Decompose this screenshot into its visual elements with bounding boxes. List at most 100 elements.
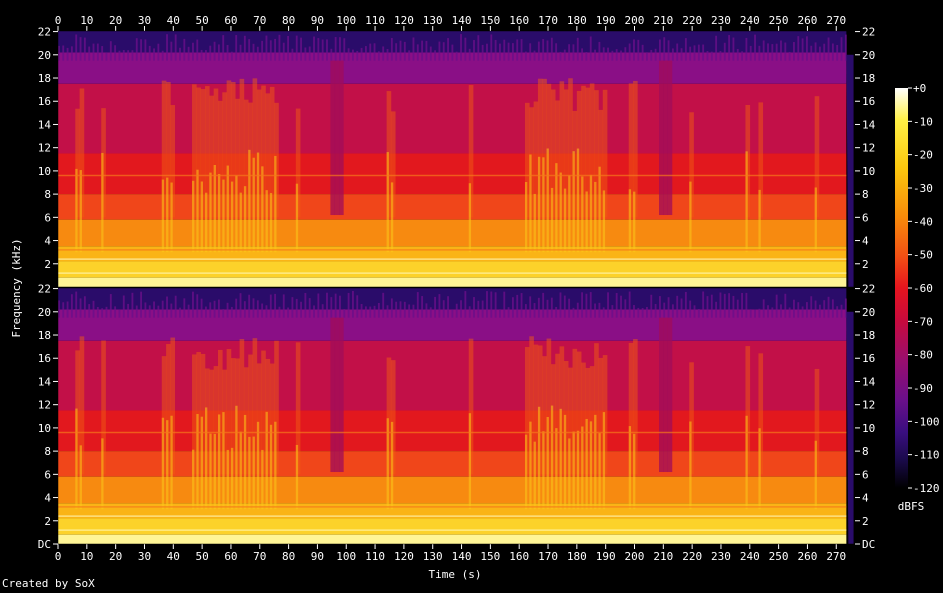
- hf-flicker: [226, 302, 229, 318]
- hf-flicker: [546, 299, 549, 318]
- energy-column-core: [581, 426, 584, 510]
- hf-flicker: [166, 34, 168, 61]
- hf-flicker: [153, 48, 155, 61]
- energy-column-core: [226, 165, 229, 253]
- hf-flicker: [810, 45, 813, 61]
- energy-column: [576, 90, 582, 218]
- hf-flicker: [641, 44, 644, 61]
- hf-flicker: [628, 43, 631, 61]
- hf-flicker: [179, 47, 181, 61]
- energy-column-core: [217, 173, 221, 253]
- bottom-x-tick-label: 150: [480, 550, 500, 563]
- energy-column-core: [572, 431, 575, 510]
- hf-flicker: [62, 302, 65, 318]
- top-x-tick-label: 200: [625, 14, 645, 27]
- hf-flicker: [732, 37, 735, 61]
- hf-flicker: [524, 51, 527, 61]
- hf-flicker: [684, 38, 687, 61]
- energy-column-core: [75, 408, 78, 510]
- hf-flicker: [83, 296, 86, 318]
- colorbar-tick-label: -100: [913, 415, 940, 428]
- x-axis-label: Time (s): [429, 568, 482, 581]
- energy-column: [213, 366, 219, 475]
- hf-flicker: [127, 50, 130, 61]
- energy-column-core: [101, 438, 104, 510]
- hf-flicker: [334, 293, 337, 318]
- energy-column-core: [589, 421, 593, 510]
- hf-flicker: [741, 51, 743, 61]
- energy-column-core: [555, 428, 558, 510]
- hf-flicker: [83, 37, 86, 61]
- hf-flicker: [745, 292, 748, 318]
- hf-flicker: [827, 296, 830, 318]
- quiet-column: [334, 317, 340, 473]
- hf-flicker: [256, 300, 259, 318]
- hf-flicker: [386, 305, 389, 318]
- y-tick-label-right: 18: [862, 329, 875, 342]
- energy-column: [239, 339, 245, 475]
- hf-flicker: [144, 39, 147, 61]
- quiet-column: [658, 317, 664, 473]
- hf-flicker: [460, 300, 462, 318]
- energy-column: [226, 80, 232, 218]
- hf-flicker: [308, 46, 311, 61]
- quiet-column: [667, 60, 673, 216]
- hf-flicker: [105, 306, 108, 318]
- hf-flicker: [377, 302, 380, 318]
- energy-column-core: [230, 447, 234, 510]
- energy-column: [542, 356, 547, 475]
- hf-flicker: [390, 37, 393, 61]
- credit-text: Created by SoX: [2, 577, 95, 590]
- energy-column-core: [252, 436, 255, 510]
- hf-flicker: [395, 43, 398, 61]
- hf-flicker: [620, 295, 622, 318]
- channel-frame: [57, 287, 856, 545]
- hf-flicker: [109, 41, 112, 61]
- hf-flicker: [499, 43, 501, 61]
- hf-flicker: [304, 292, 307, 318]
- energy-column: [196, 352, 201, 475]
- hf-flicker: [330, 48, 333, 61]
- hf-flicker: [395, 301, 398, 318]
- hf-flicker: [70, 294, 73, 318]
- energy-column-core: [196, 413, 199, 510]
- bottom-x-tick-label: 230: [711, 550, 731, 563]
- hf-flicker: [295, 35, 298, 61]
- hf-flicker: [654, 48, 657, 61]
- y-tick-label-left: 6: [44, 211, 51, 224]
- hf-flicker: [706, 296, 709, 318]
- frequency-band: [58, 476, 847, 504]
- hf-flicker: [490, 291, 493, 318]
- hf-flicker: [585, 51, 588, 61]
- energy-column: [390, 360, 396, 475]
- hf-flicker: [689, 300, 692, 318]
- y-axis-label: Frequency (kHz): [10, 238, 23, 337]
- y-tick-label-left: 2: [44, 258, 51, 271]
- hf-flicker: [697, 44, 700, 61]
- hf-flicker: [754, 34, 756, 61]
- hf-flicker: [715, 301, 718, 318]
- energy-column-core: [166, 420, 169, 510]
- hf-flicker: [503, 291, 506, 318]
- energy-column: [213, 88, 219, 218]
- hf-flicker: [408, 50, 411, 61]
- hf-flicker: [814, 42, 817, 61]
- hf-flicker: [473, 297, 475, 318]
- hf-flicker: [715, 35, 718, 61]
- hf-flicker: [767, 305, 769, 318]
- frequency-band: [58, 534, 847, 544]
- hf-flicker: [550, 297, 553, 318]
- hf-flicker: [330, 297, 333, 318]
- top-time-axis: 0 10 20 30 40 50 60 70 80 90 100 110 120 130 140 150 160…: [55, 14, 846, 31]
- energy-column-core: [598, 166, 601, 253]
- energy-column-core: [585, 418, 588, 510]
- energy-column: [533, 101, 539, 218]
- hf-flicker: [607, 292, 609, 318]
- energy-column-core: [529, 154, 532, 253]
- hf-flicker: [563, 295, 566, 318]
- energy-column: [568, 78, 573, 218]
- energy-column-core: [559, 408, 562, 510]
